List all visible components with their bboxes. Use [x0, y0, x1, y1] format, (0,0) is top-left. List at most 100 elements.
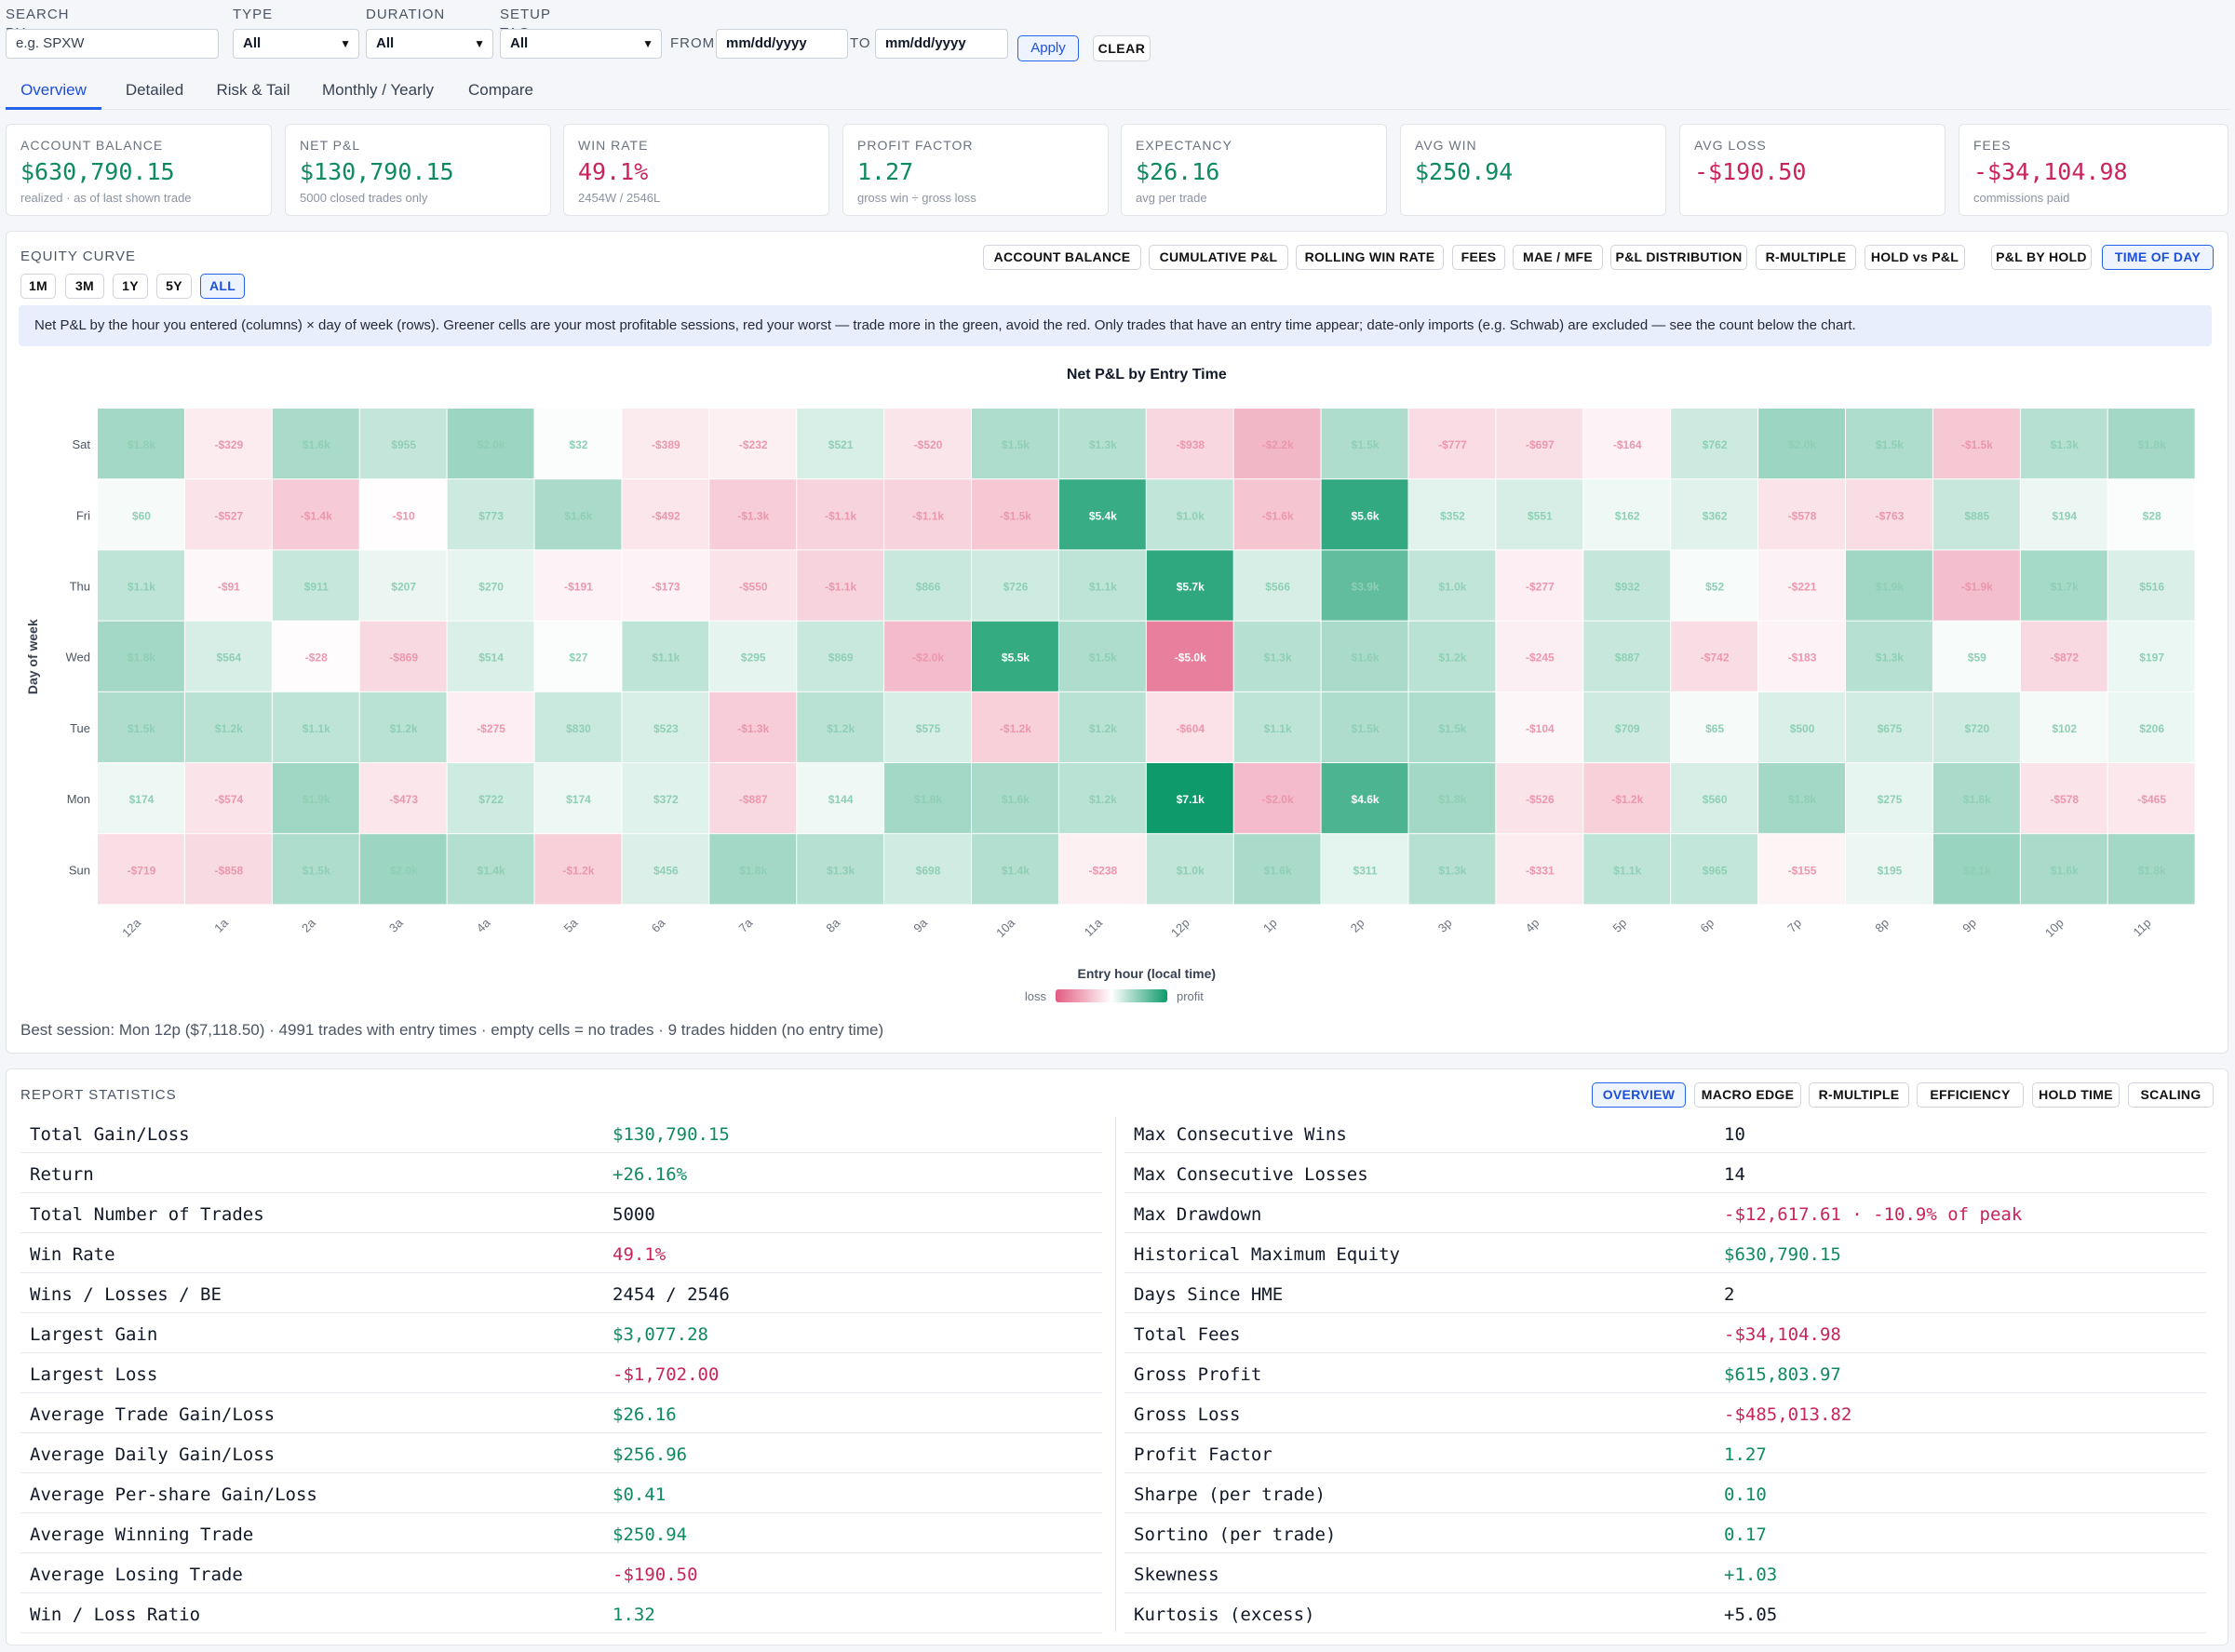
heatmap-cell — [534, 621, 622, 692]
clear-button[interactable]: CLEAR — [1093, 35, 1151, 61]
card-label: ACCOUNT BALANCE — [20, 138, 164, 153]
tab-monthly-yearly[interactable]: Monthly / Yearly — [321, 81, 434, 99]
heatmap-cell — [797, 834, 884, 905]
win-rate-card: WIN RATE 49.1% 2454W / 2546L — [563, 124, 829, 216]
duration-select[interactable]: All ▼ — [366, 29, 493, 59]
heatmap-cell — [359, 763, 447, 834]
stats-value: 49.1% — [613, 1244, 666, 1265]
heatmap-cell-label: -$887 — [739, 793, 768, 806]
to-label: TO — [850, 35, 871, 51]
heatmap-cell — [98, 550, 184, 621]
symbol-search-input[interactable]: e.g. SPXW — [6, 29, 219, 59]
heatmap-cell-label: $762 — [1703, 438, 1728, 451]
heatmap-cell — [2020, 409, 2107, 479]
stats-hold-time-button[interactable]: HOLD TIME — [2032, 1082, 2120, 1108]
heatmap-cell — [1932, 550, 2020, 621]
heatmap-cell — [534, 763, 622, 834]
heatmap-cell — [622, 834, 709, 905]
heatmap-cell-label: $560 — [1703, 793, 1728, 806]
heatmap-cell-label: $1.6k — [2051, 864, 2079, 877]
heatmap-cell — [622, 409, 709, 479]
heatmap-cell — [797, 763, 884, 834]
heatmap-cell-label: $1.1k — [128, 581, 155, 594]
heatmap-cell — [1583, 479, 1671, 550]
chart-fees-button[interactable]: FEES — [1452, 245, 1505, 270]
heatmap-cell — [1058, 763, 1146, 834]
stats-row: Largest Gain $3,077.28 — [20, 1313, 1102, 1353]
heatmap-cell — [1846, 692, 1932, 762]
heatmap-cell — [184, 834, 272, 905]
range-3m-button[interactable]: 3M — [65, 274, 104, 299]
duration-label: DURATION — [366, 7, 446, 22]
heatmap-cell — [797, 409, 884, 479]
range-5y-button[interactable]: 5Y — [156, 274, 192, 299]
to-date-input[interactable]: mm/dd/yyyy — [875, 29, 1008, 59]
chart-cumulative-pnl-button[interactable]: CUMULATIVE P&L — [1149, 245, 1288, 270]
heatmap-cell-label: $1.6k — [303, 438, 330, 451]
heatmap-cell-label: $1.5k — [1352, 438, 1380, 451]
stats-overview-button[interactable]: OVERVIEW — [1592, 1082, 1686, 1108]
chart-r-multiple-button[interactable]: R-MULTIPLE — [1756, 245, 1856, 270]
heatmap-cell — [1671, 550, 1758, 621]
heatmap-cell-label: $2.0k — [390, 864, 418, 877]
from-date-input[interactable]: mm/dd/yyyy — [716, 29, 848, 59]
heatmap-cell — [1146, 479, 1233, 550]
chart-account-balance-button[interactable]: ACCOUNT BALANCE — [983, 245, 1141, 270]
heatmap-cell — [1233, 479, 1321, 550]
apply-button[interactable]: Apply — [1017, 35, 1079, 61]
heatmap-cell-label: $1.0k — [1177, 864, 1205, 877]
heatmap-cell-label: $675 — [1878, 722, 1903, 735]
chart-rolling-win-rate-button[interactable]: ROLLING WIN RATE — [1296, 245, 1444, 270]
expectancy-card: EXPECTANCY $26.16 avg per trade — [1121, 124, 1387, 216]
setup-tag-select[interactable]: All ▼ — [500, 29, 662, 59]
tab-overview[interactable]: Overview — [6, 76, 101, 110]
tab-risk-tail[interactable]: Risk & Tail — [216, 81, 290, 99]
heatmap-cell-label: $722 — [478, 793, 504, 806]
heatmap-cell-label: -$742 — [1701, 651, 1730, 665]
heatmap-cell — [709, 763, 797, 834]
heatmap-cell — [709, 479, 797, 550]
heatmap-cell-label: $3.9k — [1352, 581, 1380, 594]
heatmap-row-label: Fri — [76, 508, 90, 522]
stats-macro-edge-button[interactable]: MACRO EDGE — [1694, 1082, 1801, 1108]
heatmap-cell-label: $1.8k — [128, 651, 155, 665]
heatmap-cell-label: -$777 — [1438, 438, 1467, 451]
chart-pnl-distribution-button[interactable]: P&L DISTRIBUTION — [1610, 245, 1747, 270]
stats-row: Win / Loss Ratio 1.32 — [20, 1593, 1102, 1633]
heatmap-cell-label: $270 — [478, 581, 504, 594]
tab-detailed[interactable]: Detailed — [125, 81, 184, 99]
heatmap-cell — [1058, 834, 1146, 905]
heatmap-cell-label: $174 — [129, 793, 155, 806]
heatmap-col-label: 3p — [1435, 916, 1455, 935]
range-all-button[interactable]: ALL — [200, 274, 245, 299]
chart-time-of-day-button[interactable]: TIME OF DAY — [2102, 245, 2214, 270]
heatmap-cell-label: $566 — [1265, 581, 1290, 594]
heatmap-cell-label: $1.5k — [128, 722, 155, 735]
chart-mae-mfe-button[interactable]: MAE / MFE — [1513, 245, 1603, 270]
stats-scaling-button[interactable]: SCALING — [2128, 1082, 2214, 1108]
chart-hold-vs-pnl-button[interactable]: HOLD vs P&L — [1865, 245, 1965, 270]
heatmap-cell — [1321, 834, 1408, 905]
setup-tag-select-value: All — [510, 35, 529, 51]
range-1y-button[interactable]: 1Y — [113, 274, 148, 299]
heatmap-cell — [1408, 692, 1496, 762]
heatmap-cell — [98, 834, 184, 905]
heatmap-cell — [972, 621, 1058, 692]
stats-r-multiple-button[interactable]: R-MULTIPLE — [1809, 1082, 1909, 1108]
heatmap-col-label: 7p — [1784, 916, 1804, 935]
heatmap-cell-label: -$520 — [914, 438, 943, 451]
heatmap-cell — [1932, 409, 2020, 479]
range-1m-button[interactable]: 1M — [20, 274, 56, 299]
stats-label: Gross Profit — [1134, 1364, 1262, 1385]
stats-row: Total Fees -$34,104.98 — [1124, 1313, 2206, 1353]
heatmap-cell-label: $698 — [916, 864, 941, 877]
type-select[interactable]: All ▼ — [233, 29, 359, 59]
stats-efficiency-button[interactable]: EFFICIENCY — [1917, 1082, 2024, 1108]
heatmap-cell — [1583, 409, 1671, 479]
stats-label: Largest Gain — [30, 1324, 158, 1345]
heatmap-cell — [884, 409, 971, 479]
heatmap-cell-label: $4.6k — [1352, 793, 1380, 806]
tab-compare[interactable]: Compare — [468, 81, 533, 99]
heatmap-cell — [709, 692, 797, 762]
chart-pnl-by-hold-button[interactable]: P&L BY HOLD — [1991, 245, 2092, 270]
